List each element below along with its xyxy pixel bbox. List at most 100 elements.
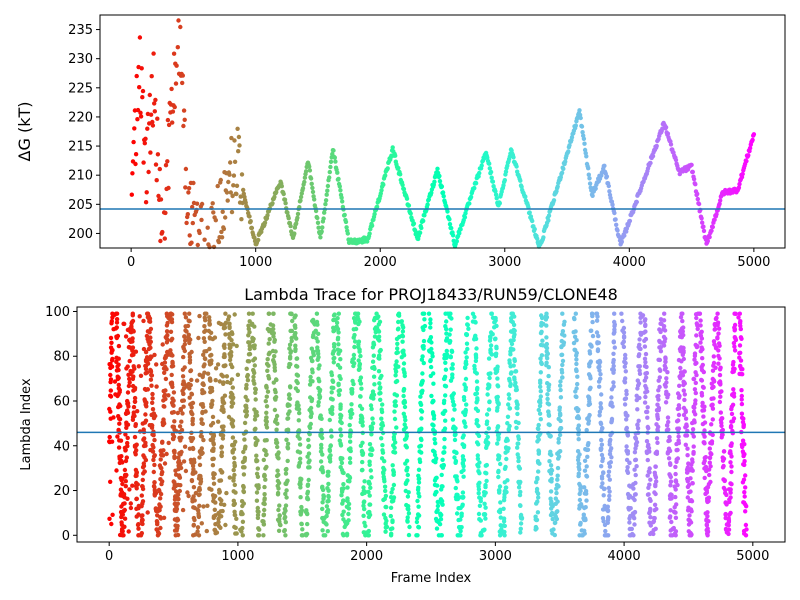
lambda-point (518, 479, 523, 485)
lambda-point (198, 476, 204, 482)
lambda-point (519, 515, 525, 521)
lambda-point (383, 515, 388, 521)
lambda-point (377, 319, 383, 324)
lambda-point (533, 524, 539, 530)
lambda-point (172, 528, 178, 533)
lambda-point (361, 503, 366, 508)
delta-g-point (163, 210, 168, 216)
lambda-point (454, 492, 459, 497)
lambda-point (683, 409, 688, 415)
lambda-point (171, 479, 176, 484)
lambda-point (339, 420, 344, 426)
delta-g-point (238, 194, 243, 199)
lambda-point (728, 425, 734, 430)
lambda-point (717, 399, 723, 405)
lambda-point (394, 378, 400, 384)
lambda-point (432, 437, 437, 442)
lambda-point (495, 364, 500, 369)
lambda-point (283, 533, 288, 538)
lambda-point (416, 491, 421, 496)
delta-g-point (406, 203, 412, 208)
lambda-point (452, 407, 457, 412)
lambda-point (379, 436, 384, 441)
lambda-point (150, 391, 155, 397)
lambda-point (348, 415, 353, 420)
lambda-point (463, 424, 468, 429)
lambda-point (125, 496, 130, 501)
lambda-point (351, 356, 356, 361)
lambda-point (418, 443, 424, 448)
lambda-point (463, 361, 468, 366)
lambda-point (344, 504, 350, 509)
lambda-point (448, 355, 453, 360)
delta-g-point (199, 201, 205, 207)
lambda-point (632, 522, 637, 527)
lambda-point (589, 328, 594, 333)
lambda-point (546, 413, 552, 418)
lambda-point (250, 344, 256, 349)
lambda-point (582, 517, 587, 523)
lambda-point (230, 385, 235, 390)
lambda-point (321, 494, 327, 499)
delta-g-point (144, 190, 149, 195)
lambda-point (444, 319, 449, 324)
lambda-point (358, 353, 363, 359)
delta-g-point (150, 119, 155, 125)
lambda-point (326, 469, 331, 475)
lambda-point (273, 390, 278, 395)
lambda-point (538, 394, 543, 399)
lambda-point (147, 342, 152, 347)
lambda-point (109, 347, 115, 353)
lambda-point (288, 328, 293, 334)
lambda-point (577, 467, 582, 472)
lambda-point (552, 520, 558, 526)
lambda-point (474, 391, 480, 396)
lambda-point (646, 425, 651, 431)
lambda-point (419, 416, 424, 421)
lambda-point (287, 409, 292, 414)
lambda-point (252, 427, 257, 432)
delta-g-point (693, 182, 698, 187)
lambda-point (403, 425, 408, 430)
lambda-point (297, 436, 302, 441)
lambda-point (241, 472, 247, 477)
lambda-point (675, 482, 680, 488)
lambda-point (232, 501, 237, 506)
lambda-point (292, 334, 298, 339)
lambda-point (348, 460, 353, 465)
lambda-point (370, 359, 376, 364)
lambda-point (156, 487, 162, 493)
lambda-point (675, 447, 680, 453)
lambda-point (393, 373, 398, 378)
delta-g-point (207, 244, 212, 250)
lambda-point (308, 378, 313, 383)
lambda-point (421, 343, 426, 349)
lambda-point (638, 346, 643, 352)
lambda-point (125, 435, 130, 441)
lambda-point (359, 386, 364, 391)
lambda-point (431, 381, 436, 386)
lambda-point (549, 501, 555, 506)
lambda-point (633, 480, 638, 486)
lambda-point (211, 442, 216, 447)
lambda-point (382, 484, 388, 489)
delta-g-point (173, 81, 179, 86)
lambda-point (514, 425, 519, 430)
lambda-point (472, 314, 477, 320)
lambda-point (560, 332, 565, 337)
lambda-point (452, 437, 458, 443)
lambda-point (233, 490, 238, 495)
lambda-point (349, 402, 354, 407)
lambda-point (416, 467, 422, 472)
lambda-point (329, 434, 334, 439)
lambda-point (133, 422, 138, 427)
lambda-point (680, 352, 685, 357)
lambda-point (297, 450, 303, 455)
lambda-point (545, 351, 550, 356)
lambda-point (180, 507, 186, 513)
delta-g-point (584, 154, 589, 159)
lambda-point (406, 490, 411, 495)
delta-g-point (558, 175, 563, 180)
lambda-point (673, 529, 679, 534)
lambda-point (300, 527, 305, 532)
